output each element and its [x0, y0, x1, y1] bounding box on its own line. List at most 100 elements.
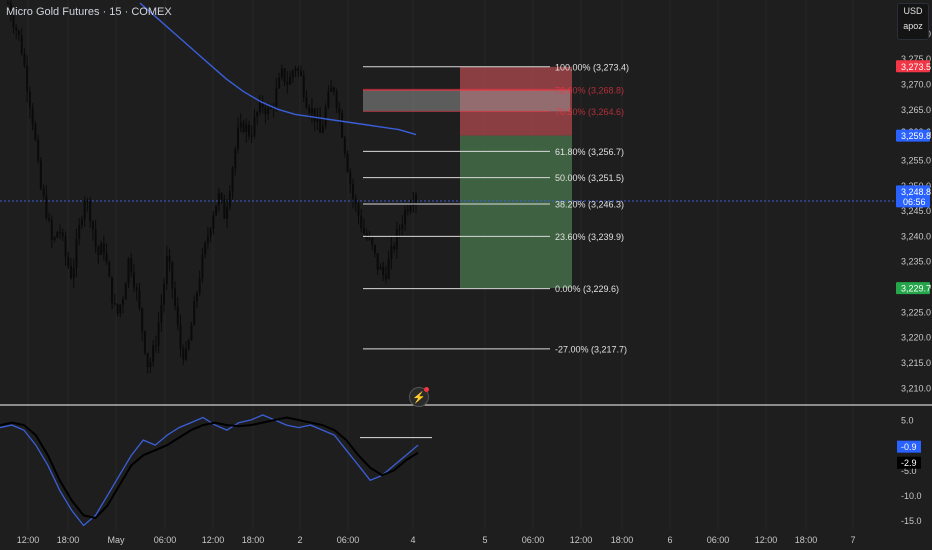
price-tick-label: 3,275.0 — [901, 54, 931, 64]
candle-body — [80, 219, 83, 226]
candle-body — [89, 200, 92, 222]
candle-body — [12, 15, 15, 28]
time-tick-label: 12:00 — [570, 535, 593, 545]
candle-body — [289, 77, 292, 85]
candle-body — [305, 96, 308, 108]
candle-body — [26, 65, 29, 92]
candle-body — [286, 81, 289, 85]
candle-body — [379, 266, 382, 270]
candle-body — [184, 348, 187, 360]
fib-level-label: 38.20% (3,246.3) — [555, 200, 624, 210]
candle-body — [132, 272, 135, 288]
candle-body — [174, 288, 177, 306]
candle-body — [23, 53, 26, 66]
candle-body — [390, 245, 393, 259]
candle-body — [138, 290, 141, 309]
candle-body — [201, 254, 204, 279]
candle-body — [86, 200, 89, 202]
fib-level-label: 61.80% (3,256.7) — [555, 147, 624, 157]
candle-body — [157, 322, 160, 346]
time-tick-label: 06:00 — [707, 535, 730, 545]
candle-body — [152, 345, 155, 362]
candle-body — [190, 325, 193, 341]
candle-body — [349, 171, 352, 185]
candle-body — [187, 340, 190, 349]
fib-gray-band — [363, 90, 570, 112]
candle-body — [42, 188, 45, 196]
candle-body — [34, 124, 37, 140]
time-tick-label: 12:00 — [17, 535, 40, 545]
candle-body — [324, 107, 327, 126]
lightning-icon[interactable]: ⚡ — [409, 387, 429, 407]
candle-body — [376, 253, 379, 270]
price-tag — [896, 129, 930, 142]
price-tick-label: 3,265.0 — [901, 105, 931, 115]
time-tick-label: 18:00 — [795, 535, 818, 545]
candle-body — [302, 75, 305, 97]
candle-body — [111, 276, 114, 304]
candle-body — [100, 243, 103, 255]
candle-body — [387, 258, 390, 279]
fibonacci-retracement[interactable]: 100.00% (3,273.4) 78.60% (3,268.8) 70.50% … — [363, 62, 629, 354]
user-label: apoz — [903, 21, 923, 31]
candle-body — [269, 107, 272, 109]
candle-body — [283, 68, 286, 82]
price-tags: 3,273.53,260.63,259.83,248.806:563,229.7 — [896, 60, 931, 295]
currency-box[interactable]: USD apoz — [897, 3, 929, 40]
candle-body — [78, 225, 81, 239]
candle-body — [253, 116, 256, 136]
time-axis[interactable]: 12:00 18:00 May 06:00 12:00 18:00 2 06:00 4 5 06:0… — [17, 535, 856, 545]
candle-body — [234, 148, 237, 169]
candle-body — [239, 122, 242, 128]
candle-body — [280, 68, 283, 78]
price-axis[interactable]: 3,280.03,275.03,270.03,265.03,260.03,255… — [901, 29, 931, 393]
candle-body — [209, 228, 212, 237]
candle-body — [308, 107, 311, 114]
candle-body — [160, 304, 163, 323]
candle-body — [143, 331, 146, 354]
candle-body — [212, 215, 215, 229]
candle-body — [335, 91, 338, 108]
symbol-title[interactable]: Micro Gold Futures · 15 · COMEX — [6, 6, 172, 18]
osc-value-label: -2.9 — [901, 458, 917, 468]
fib-level-label: 0.00% (3,229.6) — [555, 284, 619, 294]
candle-body — [31, 107, 34, 125]
candle-body — [258, 101, 261, 113]
price-tick-label: 3,270.0 — [901, 80, 931, 90]
candle-body — [291, 71, 294, 78]
candle-body — [122, 299, 125, 305]
candle-body — [179, 324, 182, 349]
candle-body — [15, 27, 18, 31]
candle-body — [354, 198, 357, 204]
candle-body — [64, 236, 67, 257]
time-tick-label: 7 — [850, 535, 855, 545]
candle-body — [226, 207, 229, 219]
oscillator-axis[interactable]: 5.00.0-5.0-10.0-15.0-0.9-2.9 — [897, 416, 922, 526]
price-tick-label: 3,215.0 — [901, 358, 931, 368]
candle-body — [149, 361, 152, 367]
time-tick-label: 06:00 — [337, 535, 360, 545]
candle-body — [245, 124, 248, 132]
candle-body — [215, 205, 218, 216]
price-tick-label: 3,235.0 — [901, 257, 931, 267]
candle-body — [398, 228, 401, 230]
candle-body — [223, 199, 226, 219]
candle-body — [330, 87, 333, 92]
fib-level-label: 78.60% (3,268.8) — [555, 86, 624, 96]
candle-body — [321, 125, 324, 133]
candle-body — [48, 217, 51, 221]
candle-body — [91, 221, 94, 230]
candle-body — [9, 3, 12, 16]
candle-body — [406, 209, 409, 212]
candle-body — [404, 209, 407, 224]
candle-body — [163, 283, 166, 305]
candle-body — [108, 262, 111, 277]
time-tick-label: 4 — [410, 535, 415, 545]
currency-label: USD — [903, 6, 923, 16]
candle-body — [146, 353, 149, 367]
candle-body — [310, 108, 313, 114]
candle-body — [28, 91, 31, 108]
candle-body — [171, 262, 174, 289]
candle-body — [373, 244, 376, 254]
